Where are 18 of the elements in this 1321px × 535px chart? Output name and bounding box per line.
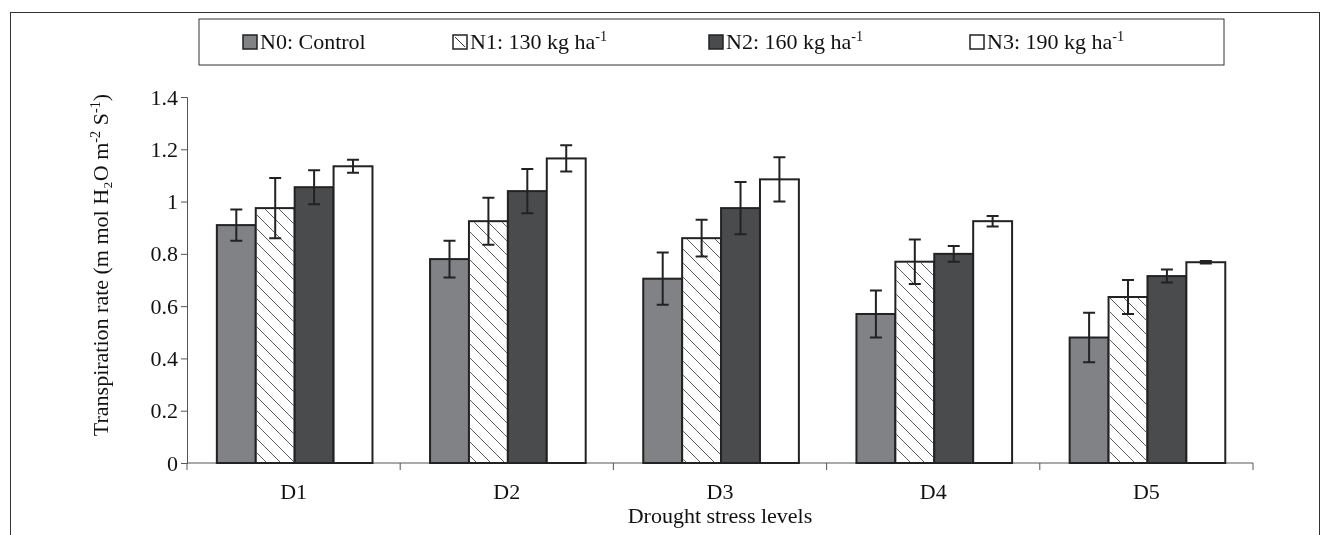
x-axis-title: Drought stress levels [627, 503, 813, 528]
x-tick-label: D2 [493, 479, 521, 504]
y-tick-label: 0.6 [150, 293, 178, 319]
x-tick-label: D5 [1132, 479, 1160, 504]
x-tick-label: D1 [280, 479, 308, 504]
y-tick-label: 0.4 [150, 345, 178, 371]
x-tick-label: D4 [919, 479, 947, 504]
y-tick-label: 1.4 [150, 84, 178, 110]
legend-label: N0: Control [260, 29, 366, 54]
y-tick-label: 0 [167, 450, 178, 476]
y-tick-label: 1 [167, 189, 178, 215]
legend-label: N3: 190 kg ha$^{-1}$ [987, 28, 1125, 54]
y-tick-label: 1.2 [150, 136, 178, 162]
legend-label: N1: 130 kg ha$^{-1}$ [470, 28, 608, 54]
legend-label: N2: 160 kg ha$^{-1}$ [726, 28, 864, 54]
x-tick-label: D3 [706, 479, 734, 504]
y-tick-label: 0.2 [150, 398, 178, 424]
y-tick-label: 0.8 [150, 241, 178, 267]
